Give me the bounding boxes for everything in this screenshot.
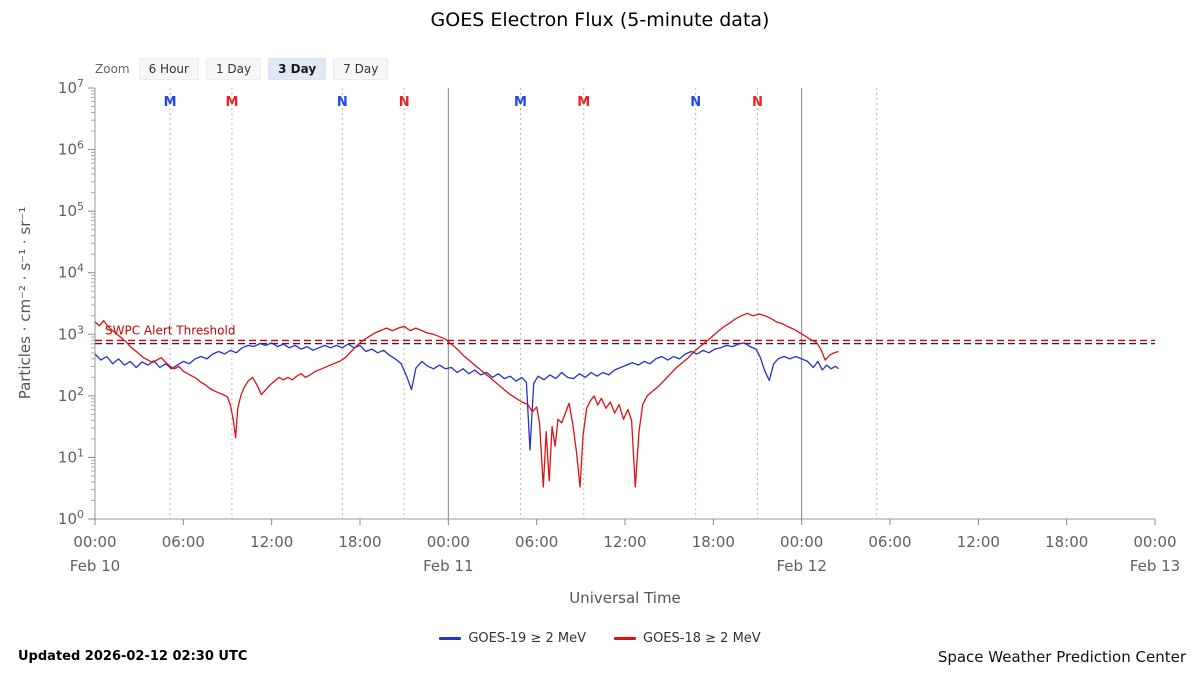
x-tick-label: 00:00	[780, 533, 823, 551]
satellite-marker-letter: N	[399, 95, 410, 110]
legend-item[interactable]: GOES-19 ≥ 2 MeV	[439, 631, 586, 646]
zoom-label: Zoom	[95, 62, 130, 77]
series-goes-19-2-mev	[94, 342, 839, 451]
y-tick-label: 102	[58, 385, 84, 405]
x-tick-label: 00:00	[1133, 533, 1176, 551]
x-day-label: Feb 12	[776, 557, 826, 575]
x-tick-label: 12:00	[250, 533, 293, 551]
satellite-marker-letter: N	[752, 95, 763, 110]
updated-timestamp: Updated 2026-02-12 02:30 UTC	[18, 649, 248, 664]
x-tick-label: 00:00	[427, 533, 470, 551]
plot-area[interactable]	[95, 88, 1155, 519]
legend-line-swatch	[614, 637, 636, 640]
legend: GOES-19 ≥ 2 MeV GOES-18 ≥ 2 MeV	[0, 631, 1200, 646]
y-tick-label: 103	[58, 323, 84, 343]
y-tick-label: 106	[58, 139, 84, 159]
x-tick-label: 00:00	[73, 533, 116, 551]
x-tick-label: 18:00	[1045, 533, 1088, 551]
satellite-marker-letter: M	[164, 95, 177, 110]
legend-label: GOES-19 ≥ 2 MeV	[468, 631, 586, 646]
x-day-label: Feb 10	[70, 557, 120, 575]
x-tick-label: 18:00	[338, 533, 381, 551]
x-tick-label: 12:00	[603, 533, 646, 551]
zoom-controls: Zoom 6 Hour 1 Day 3 Day 7 Day	[95, 58, 389, 81]
satellite-marker-letter: M	[514, 95, 527, 110]
satellite-marker-letter: N	[690, 95, 701, 110]
zoom-button-3-day[interactable]: 3 Day	[268, 58, 327, 81]
zoom-button-1-day[interactable]: 1 Day	[205, 58, 262, 81]
legend-item[interactable]: GOES-18 ≥ 2 MeV	[614, 631, 761, 646]
y-axis-title: Particles · cm⁻² · s⁻¹ · sr⁻¹	[16, 207, 34, 400]
satellite-marker-letter: N	[337, 95, 348, 110]
x-tick-label: 12:00	[957, 533, 1000, 551]
legend-label: GOES-18 ≥ 2 MeV	[643, 631, 761, 646]
satellite-marker-letter: M	[577, 95, 590, 110]
y-tick-label: 107	[58, 77, 84, 97]
x-tick-label: 18:00	[692, 533, 735, 551]
zoom-button-6-hour[interactable]: 6 Hour	[138, 58, 199, 81]
y-tick-label: 105	[58, 200, 84, 220]
y-tick-label: 100	[58, 508, 84, 528]
satellite-marker-letter: M	[225, 95, 238, 110]
x-axis-title: Universal Time	[569, 589, 681, 607]
zoom-button-7-day[interactable]: 7 Day	[333, 58, 389, 81]
x-day-label: Feb 13	[1130, 557, 1180, 575]
series-goes-18-2-mev	[94, 312, 839, 488]
x-tick-label: 06:00	[162, 533, 205, 551]
x-day-label: Feb 11	[423, 557, 473, 575]
source-attribution: Space Weather Prediction Center	[937, 648, 1186, 666]
legend-line-swatch	[439, 637, 462, 640]
x-tick-label: 06:00	[515, 533, 558, 551]
y-tick-label: 101	[58, 446, 84, 466]
y-tick-label: 104	[58, 262, 84, 282]
chart-title: GOES Electron Flux (5-minute data)	[430, 9, 770, 31]
x-tick-label: 06:00	[868, 533, 911, 551]
threshold-label: SWPC Alert Threshold	[105, 323, 235, 337]
